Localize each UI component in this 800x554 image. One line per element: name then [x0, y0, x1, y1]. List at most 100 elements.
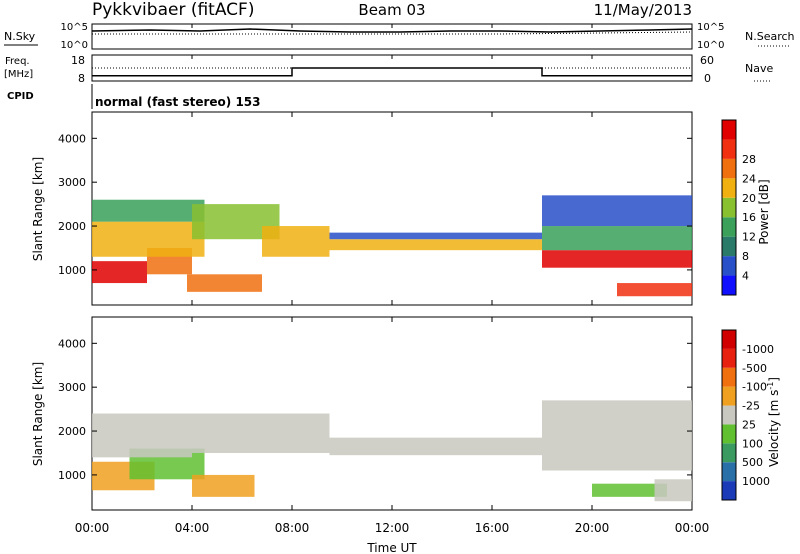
power-band — [329, 232, 542, 240]
nsky-label: N.Sky — [4, 30, 36, 43]
power-colorbar-tick-label: 28 — [742, 153, 756, 166]
power-ytick-label: 2000 — [58, 220, 86, 233]
velocity-band — [192, 474, 255, 497]
power-colorbar-tick-label: 20 — [742, 192, 756, 205]
x-tick-label: 00:00 — [75, 521, 110, 535]
power-band — [329, 239, 542, 251]
velocity-colorbar-tick-label: -500 — [742, 362, 767, 375]
power-band — [92, 221, 205, 257]
x-tick-label: 00:00 — [675, 521, 710, 535]
power-band — [187, 274, 262, 292]
x-tick-label: 20:00 — [575, 521, 610, 535]
nsky-tick-low: 10^0 — [61, 40, 88, 51]
x-tick-label: 08:00 — [275, 521, 310, 535]
power-band — [542, 195, 692, 227]
power-ytick-label: 1000 — [58, 264, 86, 277]
velocity-colorbar-swatch — [722, 424, 736, 444]
power-band — [92, 199, 205, 222]
velocity-ytick-label: 1000 — [58, 469, 86, 482]
velocity-colorbar-swatch — [722, 443, 736, 463]
velocity-colorbar-label-sup: -1 — [766, 382, 775, 390]
velocity-colorbar-tick-label: 1000 — [742, 475, 770, 488]
nave-tick-high: 60 — [700, 54, 714, 67]
freq-line — [92, 67, 692, 77]
power-colorbar-tick-label: 24 — [742, 172, 756, 185]
velocity-band — [592, 483, 667, 497]
power-colorbar-swatch — [722, 275, 736, 295]
velocity-colorbar-swatch — [722, 462, 736, 482]
velocity-scatter — [92, 400, 692, 502]
power-band — [262, 226, 330, 257]
beam-title: Beam 03 — [358, 1, 425, 19]
velocity-colorbar-label-close: ] — [767, 377, 781, 382]
power-band — [92, 261, 147, 284]
cpid-label: CPID — [7, 91, 34, 102]
nave-tick-low: 0 — [704, 72, 711, 85]
power-colorbar: 4 8 12 16 20 24 28 — [721, 119, 756, 296]
velocity-ytick-label: 4000 — [58, 337, 86, 350]
velocity-colorbar-tick-label: 100 — [742, 437, 763, 450]
power-ytick-label: 3000 — [58, 176, 86, 189]
velocity-colorbar-frame — [721, 329, 737, 501]
velocity-colorbar-tick-label: -100 — [742, 381, 767, 394]
station-title: Pykkvibaer (fitACF) — [92, 0, 254, 20]
velocity-ytick-label: 3000 — [58, 381, 86, 394]
velocity-y-label: Slant Range [km] — [31, 362, 45, 466]
freq-tick-low: 8 — [78, 72, 85, 85]
x-tick-label: 16:00 — [475, 521, 510, 535]
power-colorbar-swatch — [722, 256, 736, 276]
power-colorbar-frame — [721, 119, 737, 296]
velocity-colorbar-swatch — [722, 367, 736, 387]
power-y-label: Slant Range [km] — [31, 157, 45, 261]
power-band — [542, 250, 692, 268]
power-colorbar-swatch — [722, 139, 736, 159]
power-ytick-label: 4000 — [58, 132, 86, 145]
power-colorbar-label: Power [dB] — [757, 179, 771, 244]
x-tick-label: 04:00 — [175, 521, 210, 535]
velocity-y-axis: 1000 2000 3000 4000 — [58, 337, 692, 482]
cpid-text: normal (fast stereo) 153 — [95, 95, 261, 109]
velocity-band — [329, 437, 542, 456]
power-colorbar-swatch — [722, 158, 736, 179]
power-scatter — [92, 195, 692, 297]
velocity-colorbar-tick-label: 25 — [742, 418, 756, 431]
nsearch-tick-high: 10^5 — [697, 22, 724, 33]
power-colorbar-swatch — [722, 236, 736, 257]
x-axis-label: Time UT — [366, 541, 417, 554]
nave-label: Nave — [745, 62, 773, 75]
power-band — [542, 226, 692, 251]
power-colorbar-tick-label: 4 — [742, 270, 749, 283]
nsearch-label: N.Search — [745, 30, 795, 43]
velocity-band — [654, 479, 692, 502]
velocity-colorbar-swatch — [722, 386, 736, 406]
nsearch-tick-low: 10^0 — [697, 40, 724, 51]
nsearch-trace — [92, 31, 693, 35]
velocity-colorbar: 1000 500 100 25 -25 -100 -500 -1000 — [721, 329, 774, 501]
velocity-colorbar-tick-label: -25 — [742, 400, 760, 413]
freq-label-line1: Freq. — [5, 56, 30, 67]
power-colorbar-tick-label: 12 — [742, 231, 756, 244]
power-colorbar-swatch — [722, 197, 736, 218]
velocity-colorbar-label: Velocity [m s-1] — [766, 377, 781, 467]
nsky-tick-high: 10^5 — [61, 22, 88, 33]
velocity-band — [192, 413, 330, 453]
velocity-colorbar-label-main: Velocity [m s — [767, 390, 781, 467]
freq-label-line2: [MHz] — [4, 69, 33, 80]
nsky-trace — [91, 28, 693, 33]
power-colorbar-swatch — [722, 178, 736, 198]
date-title: 11/May/2013 — [594, 1, 692, 19]
velocity-band — [92, 413, 192, 458]
x-tick-label: 12:00 — [375, 521, 410, 535]
velocity-colorbar-swatch — [722, 330, 736, 349]
power-colorbar-swatch — [722, 217, 736, 237]
power-colorbar-tick-label: 8 — [742, 250, 749, 263]
velocity-colorbar-swatch — [722, 405, 736, 425]
velocity-colorbar-tick-label: 500 — [742, 456, 763, 469]
velocity-colorbar-swatch — [722, 348, 736, 368]
velocity-band — [542, 400, 692, 471]
power-colorbar-tick-label: 16 — [742, 211, 756, 224]
velocity-colorbar-swatch — [722, 481, 736, 500]
velocity-colorbar-tick-label: -1000 — [742, 343, 774, 356]
freq-tick-high: 18 — [71, 54, 85, 67]
